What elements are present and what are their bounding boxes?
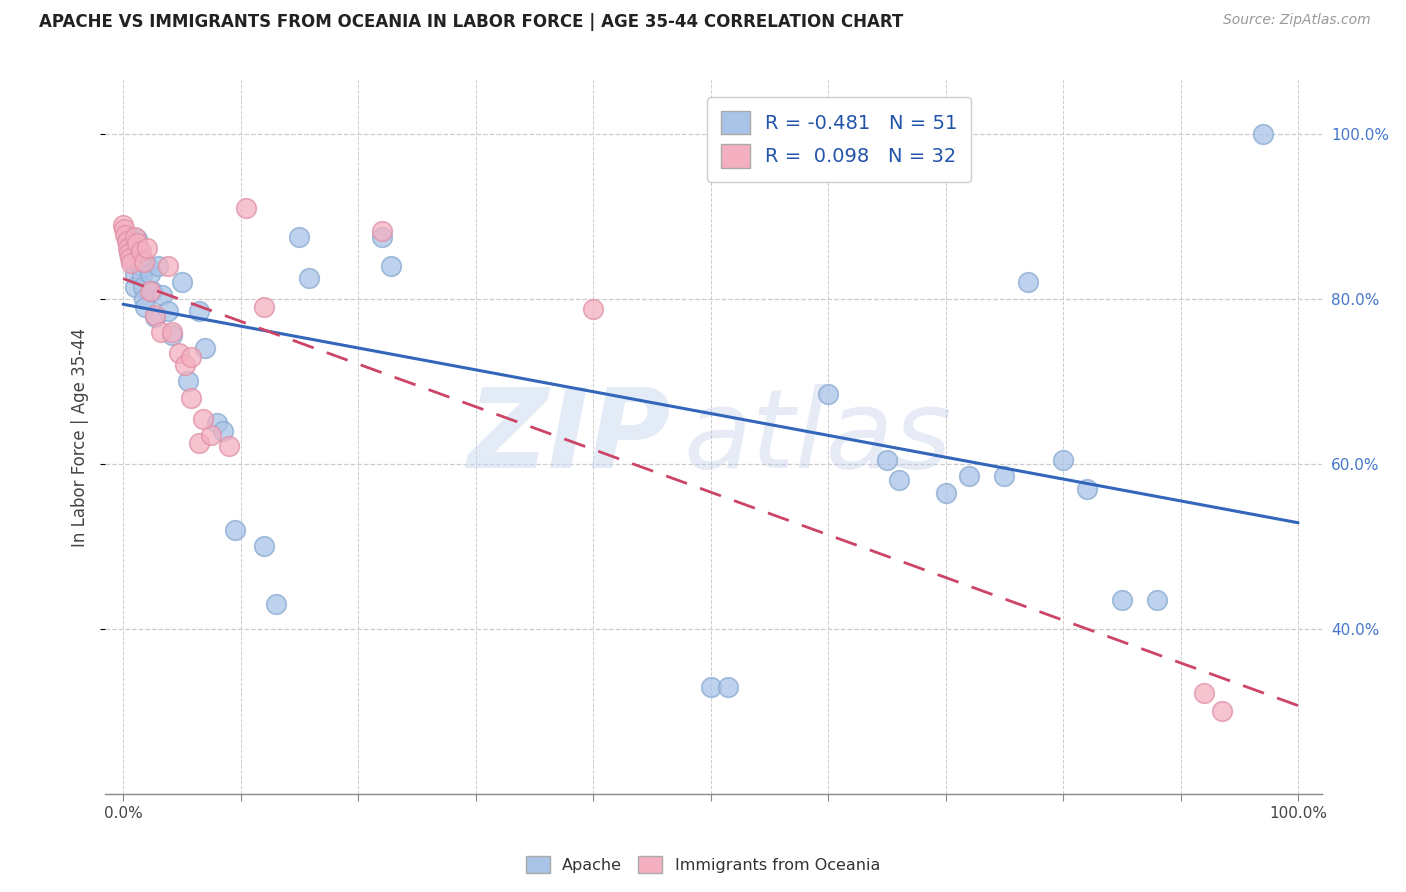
Point	[129, 244, 152, 258]
Point	[143, 310, 166, 324]
Point	[582, 301, 605, 316]
Point	[128, 251, 150, 265]
Point	[150, 287, 173, 301]
Point	[993, 469, 1015, 483]
Point	[117, 241, 139, 255]
Point	[127, 232, 149, 246]
Point	[264, 597, 287, 611]
Point	[224, 523, 246, 537]
Point	[170, 276, 193, 290]
Point	[887, 474, 910, 488]
Point	[200, 428, 222, 442]
Point	[141, 284, 163, 298]
Point	[1076, 482, 1098, 496]
Point	[115, 234, 138, 248]
Point	[124, 267, 146, 281]
Point	[380, 259, 402, 273]
Point	[118, 245, 141, 260]
Point	[191, 411, 214, 425]
Point	[935, 485, 957, 500]
Text: atlas: atlas	[683, 384, 952, 491]
Point	[1146, 593, 1168, 607]
Point	[370, 230, 392, 244]
Point	[120, 251, 142, 265]
Point	[134, 254, 156, 268]
Point	[174, 358, 197, 372]
Point	[148, 259, 170, 273]
Point	[957, 469, 980, 483]
Point	[1211, 705, 1233, 719]
Point	[218, 439, 240, 453]
Point	[253, 540, 276, 554]
Point	[132, 279, 155, 293]
Point	[136, 259, 159, 273]
Point	[120, 243, 142, 257]
Point	[1017, 276, 1039, 290]
Point	[235, 201, 257, 215]
Point	[127, 235, 149, 250]
Point	[876, 452, 898, 467]
Point	[143, 309, 166, 323]
Point	[149, 325, 172, 339]
Point	[124, 279, 146, 293]
Point	[162, 328, 184, 343]
Legend: R = -0.481   N = 51, R =  0.098   N = 32: R = -0.481 N = 51, R = 0.098 N = 32	[707, 97, 972, 182]
Point	[115, 230, 138, 244]
Point	[114, 227, 136, 242]
Y-axis label: In Labor Force | Age 35-44: In Labor Force | Age 35-44	[72, 327, 90, 547]
Point	[370, 224, 392, 238]
Point	[1192, 686, 1215, 700]
Point	[156, 259, 179, 273]
Point	[127, 241, 149, 255]
Text: Source: ZipAtlas.com: Source: ZipAtlas.com	[1223, 13, 1371, 28]
Point	[188, 436, 211, 450]
Point	[188, 304, 211, 318]
Point	[118, 230, 141, 244]
Point	[205, 416, 228, 430]
Point	[253, 300, 276, 314]
Point	[212, 424, 235, 438]
Point	[156, 304, 179, 318]
Point	[120, 256, 142, 270]
Point	[121, 246, 143, 260]
Point	[177, 375, 200, 389]
Point	[134, 292, 156, 306]
Point	[139, 267, 162, 281]
Point	[717, 680, 740, 694]
Point	[131, 268, 153, 283]
Point	[122, 254, 145, 268]
Point	[1111, 593, 1133, 607]
Legend: Apache, Immigrants from Oceania: Apache, Immigrants from Oceania	[519, 849, 887, 880]
Point	[169, 345, 191, 359]
Point	[1251, 127, 1274, 141]
Point	[699, 680, 721, 694]
Text: ZIP: ZIP	[467, 384, 671, 491]
Point	[288, 230, 311, 244]
Point	[135, 241, 157, 255]
Text: APACHE VS IMMIGRANTS FROM OCEANIA IN LABOR FORCE | AGE 35-44 CORRELATION CHART: APACHE VS IMMIGRANTS FROM OCEANIA IN LAB…	[39, 13, 904, 31]
Point	[817, 386, 839, 401]
Point	[112, 221, 135, 235]
Point	[120, 230, 142, 244]
Point	[180, 350, 202, 364]
Point	[139, 284, 162, 298]
Point	[112, 218, 135, 232]
Point	[180, 391, 202, 405]
Point	[194, 342, 217, 356]
Point	[124, 230, 146, 244]
Point	[129, 259, 152, 273]
Point	[134, 300, 156, 314]
Point	[162, 325, 184, 339]
Point	[1052, 452, 1074, 467]
Point	[298, 271, 321, 285]
